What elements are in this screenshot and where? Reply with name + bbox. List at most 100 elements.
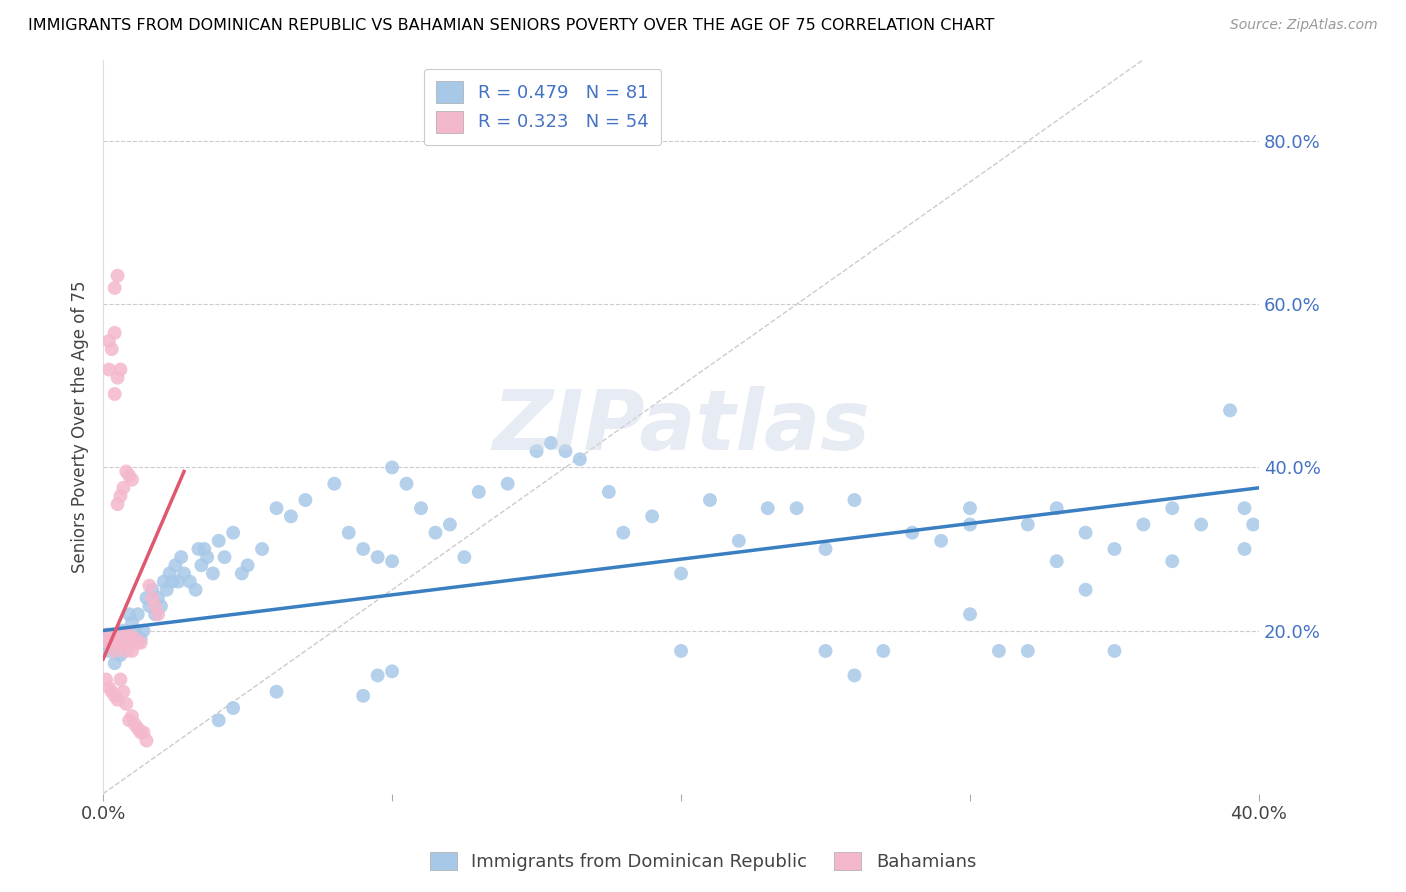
Point [214,550,236,565]
Point [786,501,808,516]
Point [127,636,149,650]
Point [496,476,519,491]
Point [115,636,138,650]
Point [280,509,302,524]
Point [1233,541,1256,556]
Point [97,644,120,658]
Point [138,599,160,613]
Point [107,497,129,511]
Point [121,615,143,630]
Point [699,493,721,508]
Point [112,684,135,698]
Point [149,599,172,613]
Point [669,566,692,581]
Point [201,566,224,581]
Point [101,636,124,650]
Point [453,550,475,565]
Point [337,525,360,540]
Point [612,525,634,540]
Point [107,627,129,641]
Point [104,689,127,703]
Point [104,281,127,295]
Point [250,541,273,556]
Point [1161,554,1184,568]
Point [1017,644,1039,658]
Point [395,476,418,491]
Point [554,444,576,458]
Point [439,517,461,532]
Point [231,566,253,581]
Point [101,627,124,641]
Point [568,452,591,467]
Point [468,484,491,499]
Point [127,607,149,622]
Point [115,465,138,479]
Point [101,640,124,654]
Point [94,673,117,687]
Point [112,481,135,495]
Point [129,725,152,739]
Point [135,591,157,605]
Point [94,627,117,641]
Point [901,525,924,540]
Point [97,334,120,348]
Text: Source: ZipAtlas.com: Source: ZipAtlas.com [1230,18,1378,32]
Point [1074,525,1097,540]
Point [159,566,181,581]
Point [97,362,120,376]
Point [101,342,124,356]
Point [184,582,207,597]
Point [101,684,124,698]
Point [104,644,127,658]
Point [97,627,120,641]
Point [107,636,129,650]
Point [381,460,404,475]
Point [104,636,127,650]
Point [1104,541,1126,556]
Point [1233,501,1256,516]
Point [173,566,195,581]
Point [110,673,132,687]
Point [118,607,141,622]
Point [409,501,432,516]
Point [118,627,141,641]
Point [195,550,218,565]
Point [104,326,127,340]
Point [179,574,201,589]
Point [107,370,129,384]
Point [236,558,259,573]
Point [138,579,160,593]
Point [844,668,866,682]
Point [107,693,129,707]
Point [1189,517,1212,532]
Point [115,632,138,646]
Point [124,624,146,638]
Point [669,644,692,658]
Point [112,624,135,638]
Point [1046,501,1069,516]
Point [352,541,374,556]
Point [959,517,981,532]
Point [1241,517,1264,532]
Point [110,489,132,503]
Point [1017,517,1039,532]
Point [266,684,288,698]
Point [141,582,163,597]
Point [170,550,193,565]
Point [187,541,209,556]
Point [143,599,166,613]
Point [156,582,179,597]
Point [132,624,155,638]
Point [165,558,187,573]
Point [167,574,190,589]
Point [929,533,952,548]
Point [352,689,374,703]
Point [727,533,749,548]
Point [222,525,245,540]
Point [540,436,562,450]
Point [110,362,132,376]
Point [135,733,157,747]
Point [118,713,141,727]
Point [266,501,288,516]
Point [110,636,132,650]
